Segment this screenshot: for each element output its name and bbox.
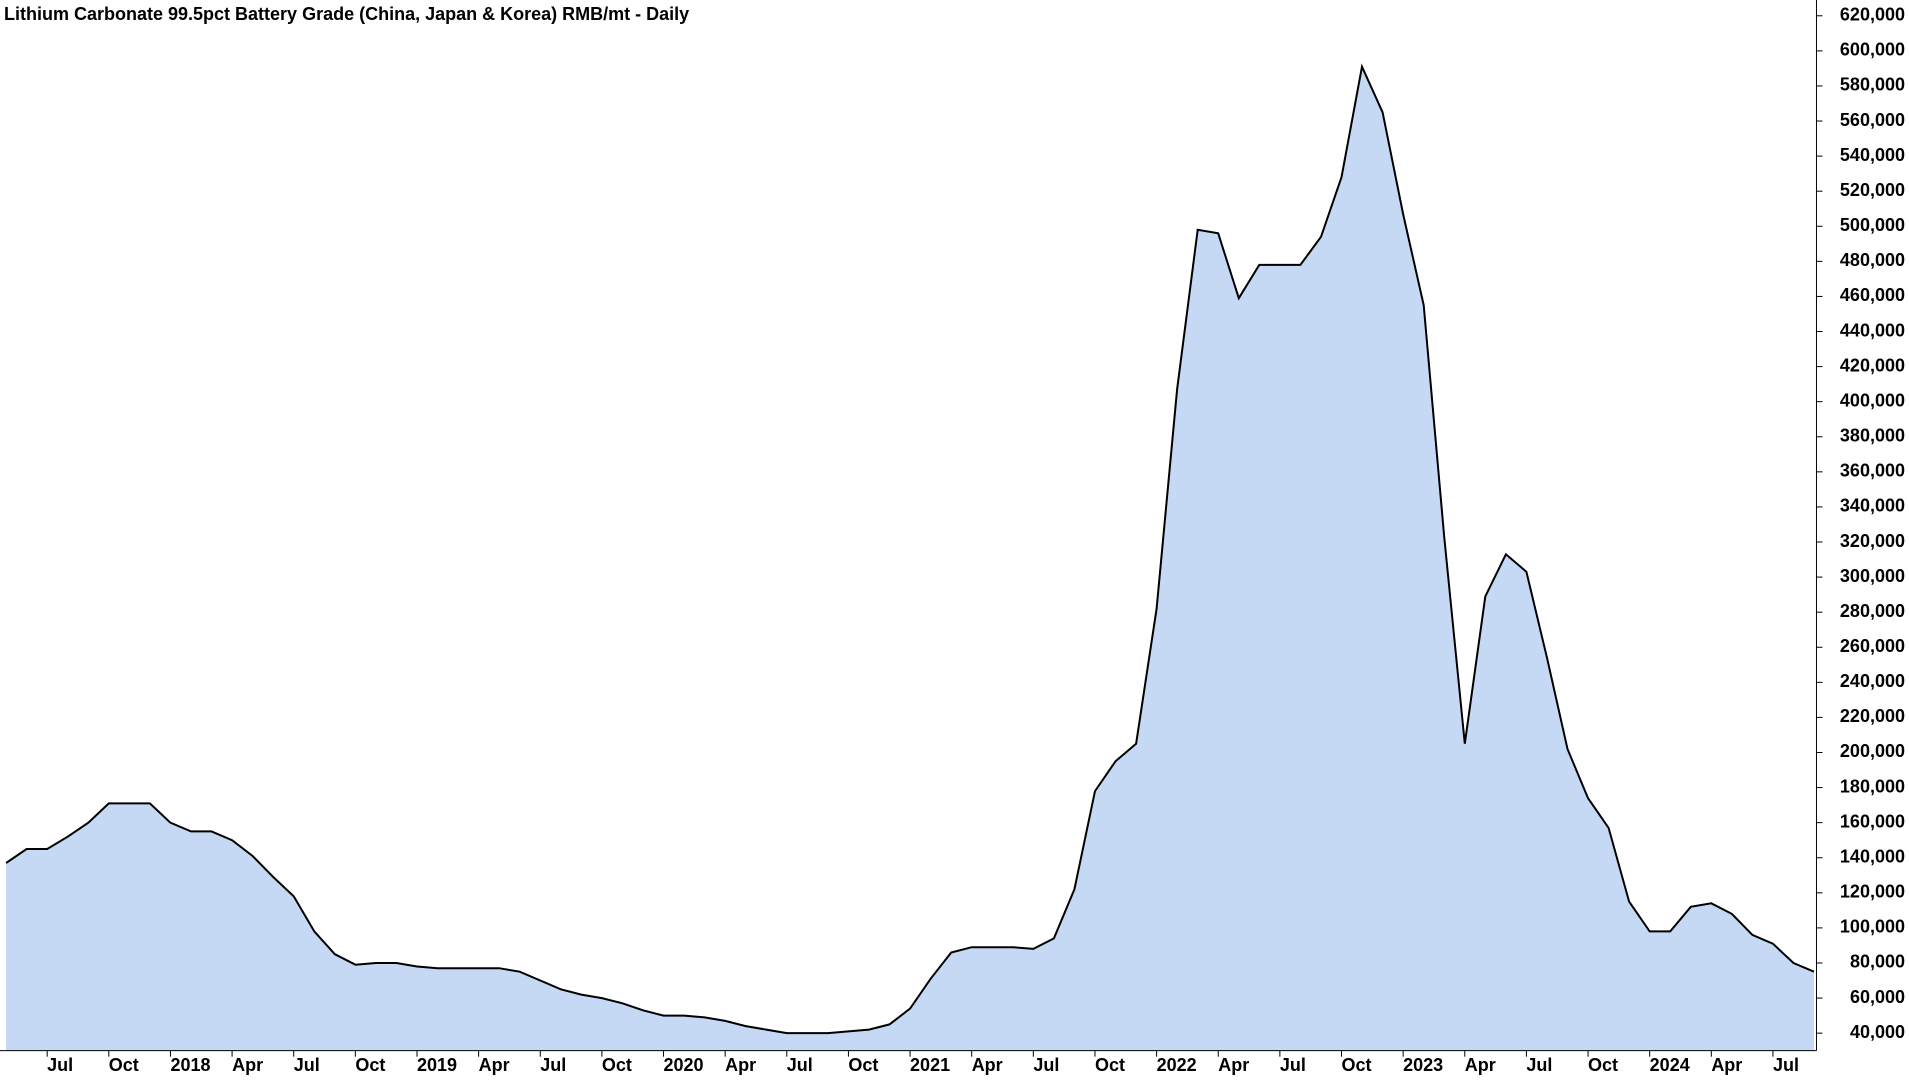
x-tick-label: Oct — [109, 1055, 139, 1075]
area-fill — [6, 66, 1815, 1051]
x-tick-label: Jul — [787, 1055, 813, 1075]
x-tick-label: Jul — [1033, 1055, 1059, 1075]
y-tick-label: 340,000 — [1840, 496, 1905, 516]
price-line — [5, 63, 1815, 1035]
x-tick-label: Apr — [1465, 1055, 1496, 1075]
y-tick-label: 360,000 — [1840, 461, 1905, 481]
x-tick-label: Apr — [972, 1055, 1003, 1075]
x-tick-label: 2022 — [1157, 1055, 1197, 1075]
y-tick-label: 80,000 — [1850, 952, 1905, 972]
y-tick-label: 420,000 — [1840, 355, 1905, 375]
y-tick-label: 440,000 — [1840, 320, 1905, 340]
x-tick-label: Jul — [1526, 1055, 1552, 1075]
x-tick-label: Oct — [355, 1055, 385, 1075]
x-tick-label: Oct — [1588, 1055, 1618, 1075]
x-tick-label: 2021 — [910, 1055, 950, 1075]
y-tick-label: 480,000 — [1840, 250, 1905, 270]
x-tick-label: Apr — [232, 1055, 263, 1075]
y-tick-label: 380,000 — [1840, 426, 1905, 446]
y-tick-label: 260,000 — [1840, 636, 1905, 656]
y-tick-label: 60,000 — [1850, 987, 1905, 1007]
x-tick-label: 2023 — [1403, 1055, 1443, 1075]
x-tick-label: Oct — [1342, 1055, 1372, 1075]
y-tick-label: 600,000 — [1840, 40, 1905, 60]
x-tick-label: Oct — [602, 1055, 632, 1075]
y-tick-label: 240,000 — [1840, 671, 1905, 691]
x-tick-label: Jul — [47, 1055, 73, 1075]
y-tick-label: 460,000 — [1840, 285, 1905, 305]
y-tick-label: 100,000 — [1840, 917, 1905, 937]
x-tick-label: Jul — [540, 1055, 566, 1075]
y-tick-label: 560,000 — [1840, 110, 1905, 130]
y-tick-label: 500,000 — [1840, 215, 1905, 235]
chart-title: Lithium Carbonate 99.5pct Battery Grade … — [4, 4, 689, 24]
x-tick-label: Apr — [1711, 1055, 1742, 1075]
x-tick-label: 2019 — [417, 1055, 457, 1075]
y-tick-label: 540,000 — [1840, 145, 1905, 165]
y-tick-label: 300,000 — [1840, 566, 1905, 586]
y-tick-label: 220,000 — [1840, 706, 1905, 726]
y-tick-label: 200,000 — [1840, 741, 1905, 761]
x-tick-label: Apr — [725, 1055, 756, 1075]
y-tick-label: 580,000 — [1840, 75, 1905, 95]
x-tick-label: Jul — [294, 1055, 320, 1075]
x-tick-label: 2024 — [1650, 1055, 1690, 1075]
y-tick-label: 280,000 — [1840, 601, 1905, 621]
y-tick-label: 400,000 — [1840, 390, 1905, 410]
y-tick-label: 40,000 — [1850, 1022, 1905, 1042]
x-tick-label: Jul — [1280, 1055, 1306, 1075]
x-tick-label: 2018 — [170, 1055, 210, 1075]
x-tick-label: Apr — [479, 1055, 510, 1075]
y-tick-label: 160,000 — [1840, 811, 1905, 831]
x-tick-label: Oct — [848, 1055, 878, 1075]
x-tick-label: Oct — [1095, 1055, 1125, 1075]
x-tick-label: Apr — [1218, 1055, 1249, 1075]
y-tick-label: 520,000 — [1840, 180, 1905, 200]
y-tick-label: 140,000 — [1840, 846, 1905, 866]
y-tick-label: 620,000 — [1840, 5, 1905, 25]
x-tick-label: 2020 — [664, 1055, 704, 1075]
y-tick-label: 320,000 — [1840, 531, 1905, 551]
y-tick-label: 120,000 — [1840, 882, 1905, 902]
x-tick-label: Jul — [1773, 1055, 1799, 1075]
y-tick-label: 180,000 — [1840, 776, 1905, 796]
